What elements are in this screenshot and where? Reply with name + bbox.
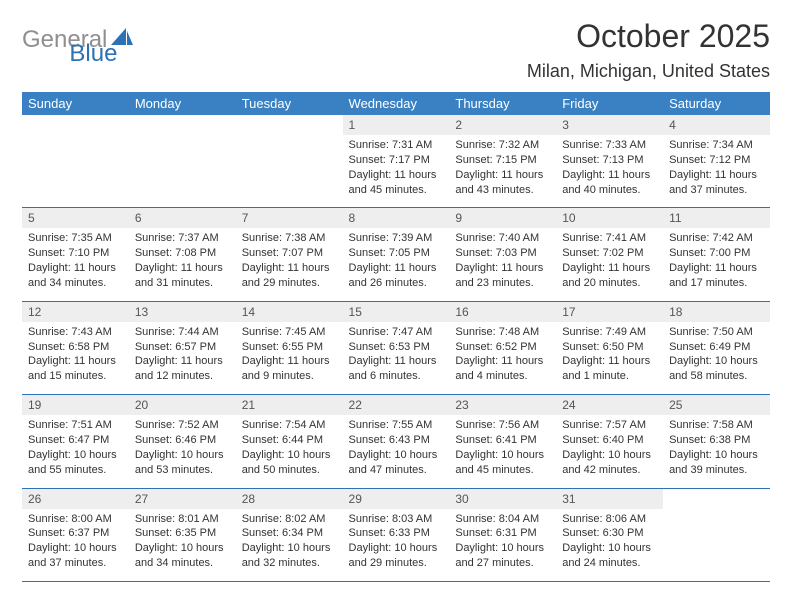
day-details: Sunrise: 7:31 AM Sunset: 7:17 PM Dayligh…: [343, 135, 450, 208]
col-tuesday: Tuesday: [236, 92, 343, 115]
logo: General Blue: [22, 26, 181, 54]
day-body-row: Sunrise: 7:31 AM Sunset: 7:17 PM Dayligh…: [22, 135, 770, 208]
col-monday: Monday: [129, 92, 236, 115]
day-body-row: Sunrise: 7:35 AM Sunset: 7:10 PM Dayligh…: [22, 228, 770, 301]
col-sunday: Sunday: [22, 92, 129, 115]
day-details: [22, 135, 129, 208]
day-details: Sunrise: 8:00 AM Sunset: 6:37 PM Dayligh…: [22, 509, 129, 582]
day-number: 23: [449, 395, 556, 416]
day-number: 9: [449, 208, 556, 229]
day-number: 15: [343, 301, 450, 322]
day-details: Sunrise: 7:44 AM Sunset: 6:57 PM Dayligh…: [129, 322, 236, 395]
day-number: [129, 115, 236, 135]
day-details: Sunrise: 7:33 AM Sunset: 7:13 PM Dayligh…: [556, 135, 663, 208]
day-details: Sunrise: 7:49 AM Sunset: 6:50 PM Dayligh…: [556, 322, 663, 395]
day-number: 16: [449, 301, 556, 322]
weekday-header-row: Sunday Monday Tuesday Wednesday Thursday…: [22, 92, 770, 115]
day-number: [663, 488, 770, 509]
day-details: Sunrise: 8:01 AM Sunset: 6:35 PM Dayligh…: [129, 509, 236, 582]
day-details: Sunrise: 7:37 AM Sunset: 7:08 PM Dayligh…: [129, 228, 236, 301]
day-details: Sunrise: 7:50 AM Sunset: 6:49 PM Dayligh…: [663, 322, 770, 395]
day-number: 6: [129, 208, 236, 229]
day-details: Sunrise: 7:41 AM Sunset: 7:02 PM Dayligh…: [556, 228, 663, 301]
day-number: 12: [22, 301, 129, 322]
day-number: 20: [129, 395, 236, 416]
day-number: 27: [129, 488, 236, 509]
day-number: 2: [449, 115, 556, 135]
day-details: Sunrise: 8:04 AM Sunset: 6:31 PM Dayligh…: [449, 509, 556, 582]
location-label: Milan, Michigan, United States: [527, 61, 770, 82]
day-body-row: Sunrise: 8:00 AM Sunset: 6:37 PM Dayligh…: [22, 509, 770, 582]
day-details: Sunrise: 7:47 AM Sunset: 6:53 PM Dayligh…: [343, 322, 450, 395]
col-thursday: Thursday: [449, 92, 556, 115]
col-saturday: Saturday: [663, 92, 770, 115]
day-details: Sunrise: 7:55 AM Sunset: 6:43 PM Dayligh…: [343, 415, 450, 488]
day-number: 8: [343, 208, 450, 229]
day-details: [236, 135, 343, 208]
day-details: Sunrise: 7:54 AM Sunset: 6:44 PM Dayligh…: [236, 415, 343, 488]
day-details: Sunrise: 7:35 AM Sunset: 7:10 PM Dayligh…: [22, 228, 129, 301]
day-number: 5: [22, 208, 129, 229]
day-details: Sunrise: 7:34 AM Sunset: 7:12 PM Dayligh…: [663, 135, 770, 208]
day-details: Sunrise: 7:58 AM Sunset: 6:38 PM Dayligh…: [663, 415, 770, 488]
day-details: [663, 509, 770, 582]
day-number: 10: [556, 208, 663, 229]
day-details: Sunrise: 7:57 AM Sunset: 6:40 PM Dayligh…: [556, 415, 663, 488]
day-number: 22: [343, 395, 450, 416]
day-number: 7: [236, 208, 343, 229]
day-number-row: 19202122232425: [22, 395, 770, 416]
day-number: 28: [236, 488, 343, 509]
day-details: Sunrise: 7:43 AM Sunset: 6:58 PM Dayligh…: [22, 322, 129, 395]
day-details: Sunrise: 7:40 AM Sunset: 7:03 PM Dayligh…: [449, 228, 556, 301]
day-number: 11: [663, 208, 770, 229]
day-number: 1: [343, 115, 450, 135]
day-number: 30: [449, 488, 556, 509]
header-row: General Blue October 2025 Milan, Michiga…: [22, 18, 770, 82]
day-number: [236, 115, 343, 135]
day-number-row: 567891011: [22, 208, 770, 229]
day-number: 3: [556, 115, 663, 135]
col-wednesday: Wednesday: [343, 92, 450, 115]
day-details: Sunrise: 7:48 AM Sunset: 6:52 PM Dayligh…: [449, 322, 556, 395]
day-details: Sunrise: 7:42 AM Sunset: 7:00 PM Dayligh…: [663, 228, 770, 301]
day-details: [129, 135, 236, 208]
month-title: October 2025: [527, 18, 770, 55]
day-number: 26: [22, 488, 129, 509]
day-number: 4: [663, 115, 770, 135]
day-number: 21: [236, 395, 343, 416]
day-body-row: Sunrise: 7:43 AM Sunset: 6:58 PM Dayligh…: [22, 322, 770, 395]
calendar-table: Sunday Monday Tuesday Wednesday Thursday…: [22, 92, 770, 582]
day-number: 18: [663, 301, 770, 322]
day-number: 29: [343, 488, 450, 509]
day-number: 25: [663, 395, 770, 416]
day-number: 14: [236, 301, 343, 322]
day-details: Sunrise: 8:03 AM Sunset: 6:33 PM Dayligh…: [343, 509, 450, 582]
title-block: October 2025 Milan, Michigan, United Sta…: [527, 18, 770, 82]
day-details: Sunrise: 8:02 AM Sunset: 6:34 PM Dayligh…: [236, 509, 343, 582]
day-body-row: Sunrise: 7:51 AM Sunset: 6:47 PM Dayligh…: [22, 415, 770, 488]
day-details: Sunrise: 7:56 AM Sunset: 6:41 PM Dayligh…: [449, 415, 556, 488]
day-number: 19: [22, 395, 129, 416]
day-number: 24: [556, 395, 663, 416]
day-details: Sunrise: 7:51 AM Sunset: 6:47 PM Dayligh…: [22, 415, 129, 488]
day-number: [22, 115, 129, 135]
day-details: Sunrise: 7:32 AM Sunset: 7:15 PM Dayligh…: [449, 135, 556, 208]
day-number: 13: [129, 301, 236, 322]
day-number-row: 1234: [22, 115, 770, 135]
day-number-row: 12131415161718: [22, 301, 770, 322]
day-details: Sunrise: 7:38 AM Sunset: 7:07 PM Dayligh…: [236, 228, 343, 301]
day-number: 31: [556, 488, 663, 509]
logo-text-blue: Blue: [69, 40, 117, 68]
col-friday: Friday: [556, 92, 663, 115]
day-number-row: 262728293031: [22, 488, 770, 509]
day-number: 17: [556, 301, 663, 322]
day-details: Sunrise: 7:45 AM Sunset: 6:55 PM Dayligh…: [236, 322, 343, 395]
day-details: Sunrise: 7:52 AM Sunset: 6:46 PM Dayligh…: [129, 415, 236, 488]
day-details: Sunrise: 8:06 AM Sunset: 6:30 PM Dayligh…: [556, 509, 663, 582]
day-details: Sunrise: 7:39 AM Sunset: 7:05 PM Dayligh…: [343, 228, 450, 301]
